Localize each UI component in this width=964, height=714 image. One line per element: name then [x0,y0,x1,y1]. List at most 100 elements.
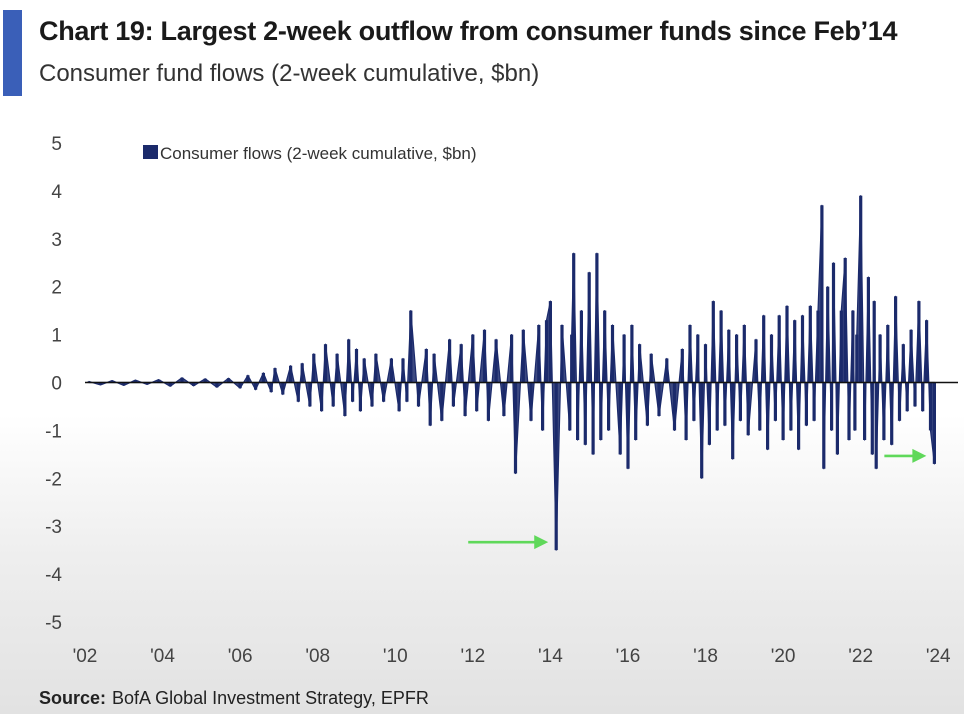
series-bar [459,344,463,383]
series-bar [711,301,715,383]
series-bar [746,382,750,436]
chart-subtitle: Consumer fund flows (2-week cumulative, … [39,60,540,87]
y-tick-label: -4 [45,565,62,586]
series-bar [618,382,622,455]
series-bar [638,344,642,383]
y-tick-label: 1 [51,326,62,347]
series-bar [696,334,700,383]
series-bar [878,334,882,383]
series-bar [853,382,857,431]
series-bar [742,325,746,383]
series-bar [599,382,603,440]
series-bar [273,368,277,383]
series-bar [428,382,432,426]
series-bar [793,320,797,383]
x-tick-label: '06 [228,646,253,667]
series-bar [634,382,638,440]
series-bar [707,382,711,445]
source-text: BofA Global Investment Strategy, EPFR [112,688,429,708]
series-bar [389,358,393,383]
series-bar [847,382,851,440]
series-bar [851,310,855,383]
series-bar [583,382,587,445]
series-bar [157,379,161,383]
series-bar [872,301,876,383]
series-bar [168,382,172,387]
series-bar [762,315,766,383]
series-bar [494,339,498,383]
series-bar [863,382,867,440]
series-bar [238,382,242,389]
series-bar [475,382,479,412]
series-bar [335,353,339,383]
series-bar [777,315,781,383]
y-tick-label: -5 [45,613,62,634]
chart-area: -5 -4 -3 -2 -1 0 1 2 3 4 5 '02 '04 '06 '08 '10 '12 '14 '1… [45,134,958,667]
series-bar [886,325,890,383]
series-bar [440,382,444,421]
series-bar [269,382,273,393]
series-bar [657,382,661,416]
series-bar [432,353,436,383]
series-bar [576,382,580,440]
series-bar [215,382,219,388]
series-bar [909,329,913,383]
series-bar [261,372,265,383]
series-bar [370,382,374,407]
series-bar [917,301,921,383]
series-bar [766,382,770,450]
series-bar [548,301,552,383]
series-bar [513,382,518,474]
series-bar [913,382,917,407]
series-bar [296,382,300,402]
series-bar [843,258,847,383]
series-bar [804,382,808,426]
series-bars [87,195,936,551]
y-tick-label: -2 [45,469,62,490]
x-axis-tick-labels: '02 '04 '06 '08 '10 '12 '14 '16 '18 '20 '22 '24 [73,646,951,667]
series-bar [859,195,863,383]
series-bar [409,310,413,383]
series-bar [700,382,704,479]
series-bar [607,382,611,431]
series-bar [719,310,723,383]
series-bar [226,378,231,383]
series-bar [882,382,886,440]
x-tick-label: '22 [848,646,873,667]
series-bar [401,358,405,383]
series-bar [397,382,401,412]
series-bar [300,363,304,383]
series-bar [812,382,816,421]
series-bar [603,310,607,383]
series-bar [905,382,909,412]
y-tick-label: 2 [51,278,62,299]
series-bar [568,382,572,431]
series-bar [622,334,626,383]
series-bar [781,382,785,440]
series-bar [928,382,933,431]
series-bar [451,382,455,407]
series-bar [866,277,870,383]
series-bar [816,310,820,383]
series-bar [424,349,428,383]
series-bar [570,334,574,383]
chart-title: Chart 19: Largest 2-week outflow from co… [39,16,898,46]
series-bar [133,380,137,383]
series-bar [463,382,467,416]
series-bar [826,286,830,383]
y-tick-label: 3 [51,230,62,251]
y-axis-tick-labels: -5 -4 -3 -2 -1 0 1 2 3 4 5 [45,134,62,634]
series-bar [572,253,576,383]
series-bar [731,382,735,460]
series-bar [890,382,894,445]
y-tick-label: 0 [51,374,62,395]
series-bar [587,272,591,383]
series-bar [800,315,805,383]
series-bar [680,349,684,383]
series-bar [308,382,312,407]
series-bar [347,339,351,383]
x-tick-label: '10 [383,646,408,667]
series-bar [610,325,615,383]
series-bar [835,382,839,455]
series-bar [672,382,677,431]
